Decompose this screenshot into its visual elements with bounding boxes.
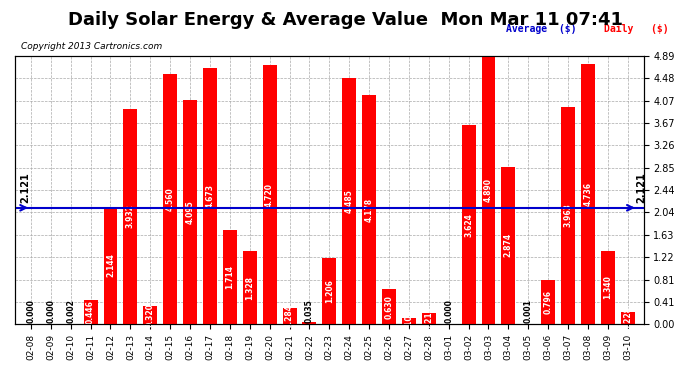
Text: 0.001: 0.001	[524, 299, 533, 323]
Bar	[502, 166, 515, 324]
Bar	[342, 78, 356, 324]
Text: 3.624: 3.624	[464, 213, 473, 237]
Text: 2.874: 2.874	[504, 233, 513, 257]
Text: 4.736: 4.736	[584, 182, 593, 206]
Text: 0.210: 0.210	[424, 306, 433, 330]
Bar	[402, 318, 416, 324]
Text: 0.104: 0.104	[404, 309, 413, 333]
Text: 0.320: 0.320	[146, 303, 155, 327]
Bar	[302, 322, 317, 324]
Text: Daily Solar Energy & Average Value  Mon Mar 11 07:41: Daily Solar Energy & Average Value Mon M…	[68, 11, 622, 29]
Bar	[462, 125, 475, 324]
Bar	[541, 280, 555, 324]
Text: 4.720: 4.720	[265, 183, 274, 207]
Text: 0.446: 0.446	[86, 300, 95, 324]
Text: 1.340: 1.340	[603, 275, 612, 299]
Text: Copyright 2013 Cartronics.com: Copyright 2013 Cartronics.com	[21, 42, 163, 51]
Text: 0.000: 0.000	[46, 299, 55, 323]
Bar	[104, 207, 117, 324]
Text: 3.932: 3.932	[126, 204, 135, 228]
Text: 4.485: 4.485	[345, 189, 354, 213]
Bar	[621, 312, 635, 324]
Text: 4.560: 4.560	[166, 187, 175, 211]
Bar	[124, 108, 137, 324]
Bar	[144, 306, 157, 324]
Text: Average  ($): Average ($)	[506, 24, 576, 34]
Text: 0.002: 0.002	[66, 299, 75, 323]
Text: 0.000: 0.000	[26, 299, 35, 323]
Text: 4.673: 4.673	[206, 184, 215, 208]
Text: 0.630: 0.630	[384, 295, 393, 319]
Text: 1.714: 1.714	[226, 265, 235, 289]
Text: 4.890: 4.890	[484, 178, 493, 202]
Bar	[283, 309, 297, 324]
Text: 2.144: 2.144	[106, 254, 115, 277]
Text: 3.963: 3.963	[564, 204, 573, 227]
Bar	[223, 230, 237, 324]
Bar	[382, 290, 396, 324]
Bar	[482, 56, 495, 324]
Text: 0.284: 0.284	[285, 304, 294, 328]
Text: 4.095: 4.095	[186, 200, 195, 223]
Text: 1.206: 1.206	[325, 279, 334, 303]
Text: 0.228: 0.228	[623, 306, 632, 330]
Bar	[203, 68, 217, 324]
Text: 2.121: 2.121	[637, 172, 647, 203]
Text: Daily   ($): Daily ($)	[604, 24, 669, 34]
Bar	[422, 312, 436, 324]
Text: 2.121: 2.121	[20, 172, 30, 203]
Text: 1.328: 1.328	[245, 276, 254, 300]
Text: 0.000: 0.000	[444, 299, 453, 323]
Text: 0.035: 0.035	[305, 299, 314, 323]
Bar	[362, 95, 376, 324]
Bar	[581, 64, 595, 324]
Bar	[183, 100, 197, 324]
Bar	[561, 107, 575, 324]
Text: 0.796: 0.796	[544, 290, 553, 314]
Bar	[243, 251, 257, 324]
Text: 4.178: 4.178	[364, 198, 373, 222]
Bar	[164, 74, 177, 324]
Bar	[83, 300, 97, 324]
Bar	[263, 65, 277, 324]
Bar	[601, 251, 615, 324]
Bar	[322, 258, 336, 324]
